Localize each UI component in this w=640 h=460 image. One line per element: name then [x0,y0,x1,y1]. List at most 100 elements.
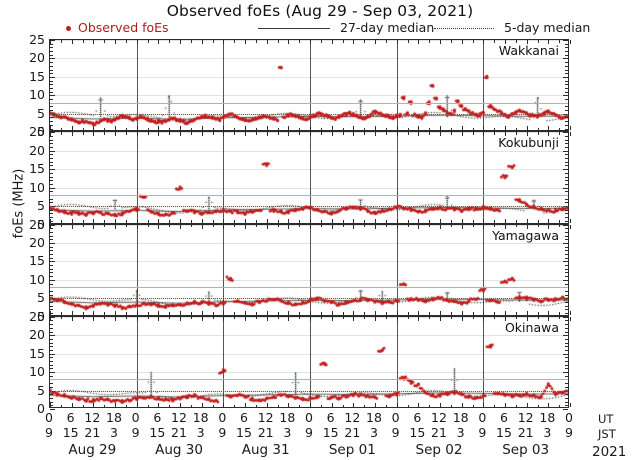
x-tick-label-ut: 0 [565,410,573,425]
y-tick-minor [50,228,53,230]
y-tick-label: 15 [29,253,45,269]
reference-line-red-dotted [50,298,568,300]
y-tick-minor-right [565,180,568,182]
x-tick-top [136,40,138,44]
x-tick-label-jst: 21 [517,425,534,440]
y-tick-minor-right [565,272,568,274]
x-tick [440,218,441,223]
panel-kokubunji: 0 5 10 15 20 25 Kokubunji [29,125,571,230]
x-tick-top [570,132,571,137]
day-label: Sep 01 [328,442,376,458]
x-tick-top [223,316,225,321]
x-tick [136,403,138,407]
x-tick-label-ut: 18 [366,410,382,425]
x-tick [385,127,387,131]
y-tick-minor-right [565,154,568,156]
x-tick [494,312,496,315]
y-tick-right [563,279,568,281]
x-tick-top [223,224,225,229]
y-tick-minor [50,268,53,270]
y-tick-minor-right [565,283,568,285]
station-label-kokubunji: Kokubunji [498,135,559,151]
y-tick [50,95,55,97]
x-tick-top [526,132,528,137]
x-tick-label-jst: 21 [171,425,187,440]
y-tick-minor-right [565,84,568,86]
x-tick-top [266,224,268,229]
x-tick [375,218,376,223]
x-tick [223,403,225,407]
y-tick [50,242,55,244]
y-tick-minor [50,51,53,53]
y-tick-minor-right [565,165,568,167]
x-tick [255,127,257,131]
x-tick-top [266,132,268,137]
x-tick [472,312,474,315]
station-label-yamagawa: Yamagawa [492,227,559,243]
x-tick-top [234,224,236,227]
x-tick-top [494,40,496,43]
x-tick-top [342,224,344,227]
y-tick-minor-right [565,331,568,333]
y-tick-minor [50,265,53,267]
x-tick [472,127,474,131]
x-tick-label-jst: 21 [84,425,101,440]
x-tick-top [82,316,84,320]
x-tick [234,312,236,315]
x-tick-top [104,132,106,135]
x-tick-top [559,224,561,227]
y-tick-minor [50,62,53,64]
series-canvas [50,316,568,407]
x-tick-top [331,40,333,44]
station-label-okinawa: Okinawa [504,319,559,335]
x-tick [494,127,496,131]
x-tick-top [364,132,366,135]
x-tick [50,218,51,223]
y-tick-minor-right [565,368,568,370]
plot-area [50,132,568,223]
x-tick [136,218,138,223]
x-tick [266,310,268,315]
x-tick-top [483,40,485,44]
y-tick [50,76,55,78]
x-tick-top [407,316,409,320]
y-tick-minor [50,327,53,329]
x-tick [461,403,463,407]
x-tick [548,126,550,131]
x-tick-top [320,40,322,43]
x-tick [245,126,246,131]
x-tick-top [115,132,116,137]
y-tick-minor [50,147,53,148]
x-tick [288,218,290,223]
x-tick [158,126,160,131]
x-tick [180,403,181,407]
x-tick [125,220,127,223]
y-tick-minor [50,283,53,285]
x-tick-top [169,40,171,43]
x-tick [223,310,225,315]
y-tick-minor [50,161,53,163]
y-tick-minor-right [565,276,568,278]
x-tick [115,403,116,407]
y-tick-minor [50,397,53,399]
x-tick-top [299,224,301,227]
x-tick-top [93,40,95,44]
y-tick-label: 20 [29,50,45,66]
x-tick-top [353,132,355,137]
x-tick-label-ut: 6 [326,410,335,425]
x-tick-top [288,316,290,321]
y-tick-minor [50,357,53,359]
x-tick [299,127,301,131]
y-tick-minor [50,250,53,252]
y-tick-right [563,95,568,97]
plot-area [50,316,568,407]
x-tick-top [190,316,192,320]
y-tick-right [563,409,568,410]
x-tick-top [505,132,506,137]
x-tick [375,126,376,131]
x-tick [310,403,311,407]
x-tick-top [472,132,474,135]
x-tick-top [93,316,95,321]
x-tick-label-ut: 18 [539,410,556,425]
x-tick [266,126,268,131]
